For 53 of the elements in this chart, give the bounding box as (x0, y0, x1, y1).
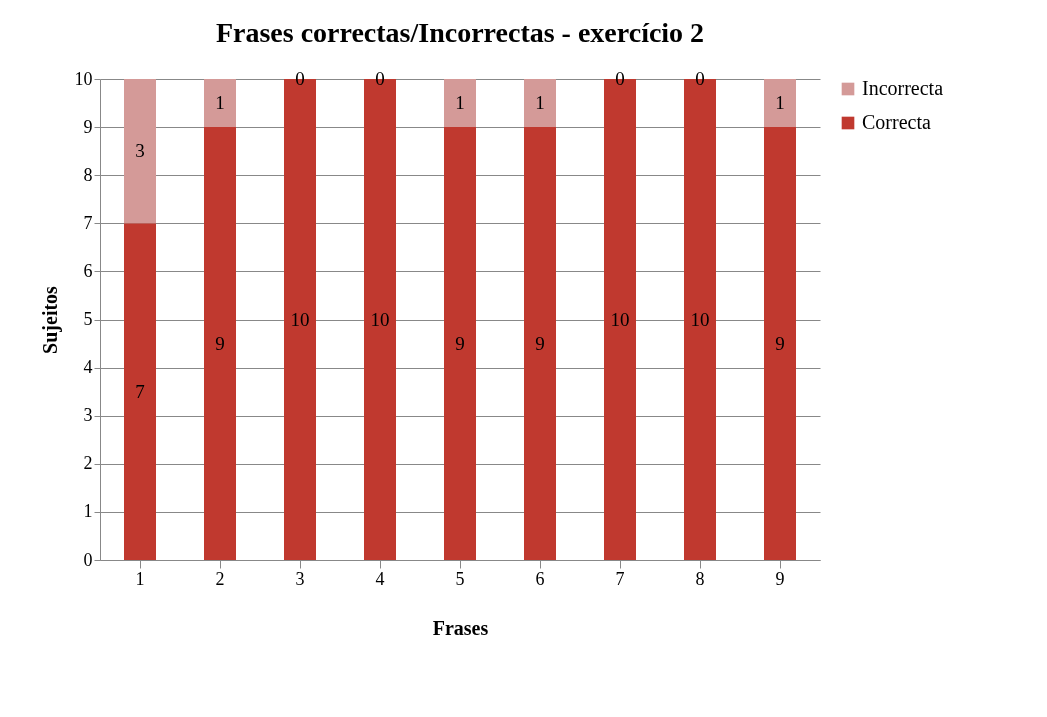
data-label: 9 (535, 332, 545, 354)
data-label: 9 (775, 332, 785, 354)
x-tick-label: 9 (775, 568, 785, 589)
y-tick-label: 2 (83, 453, 93, 474)
y-tick-label: 9 (83, 116, 93, 137)
y-tick-label: 7 (83, 212, 93, 233)
data-label: 0 (375, 68, 385, 89)
data-label: 3 (135, 140, 145, 162)
bar (444, 79, 476, 128)
data-label: 9 (455, 332, 465, 354)
data-label: 9 (215, 332, 225, 354)
y-tick-label: 5 (83, 309, 93, 329)
bar (764, 127, 796, 560)
data-label: 1 (215, 92, 225, 114)
data-label: 10 (290, 308, 310, 330)
x-tick-label: 7 (615, 568, 625, 589)
y-tick-label: 4 (83, 357, 93, 378)
data-label: 0 (615, 68, 625, 89)
bar (124, 223, 156, 560)
x-tick-label: 8 (695, 568, 705, 589)
legend-label: Incorrecta (862, 77, 944, 99)
bar (444, 127, 476, 560)
y-tick-label: 3 (83, 405, 93, 426)
y-tick-label: 1 (83, 501, 93, 522)
y-axis-title: Sujeitos (38, 285, 62, 354)
data-label: 10 (690, 308, 710, 330)
bar (524, 127, 556, 560)
bar (204, 127, 236, 560)
y-tick-label: 6 (83, 260, 93, 281)
x-tick-label: 6 (535, 568, 545, 589)
data-label: 1 (455, 92, 465, 114)
y-tick-label: 8 (83, 164, 93, 185)
data-label: 1 (535, 92, 545, 114)
bar (124, 79, 156, 224)
bar (204, 79, 236, 128)
data-label: 7 (135, 380, 145, 402)
data-label: 1 (775, 92, 785, 114)
x-tick-label: 1 (135, 568, 145, 589)
x-tick-label: 2 (215, 568, 225, 589)
data-label: 0 (295, 68, 305, 89)
chart-title: Frases correctas/Incorrectas - exercício 2 (215, 17, 705, 48)
bar (764, 79, 796, 128)
data-label: 10 (370, 308, 390, 330)
y-tick-label: 0 (83, 549, 93, 570)
x-tick-label: 5 (455, 568, 465, 589)
x-tick-label: 4 (375, 568, 385, 589)
data-label: 0 (695, 68, 705, 89)
y-tick-label: 10 (74, 68, 93, 89)
x-tick-label: 3 (295, 568, 305, 589)
legend-label: Correcta (862, 111, 931, 133)
x-axis-title: Frases (432, 616, 489, 639)
bar (524, 79, 556, 128)
data-label: 10 (610, 308, 630, 330)
